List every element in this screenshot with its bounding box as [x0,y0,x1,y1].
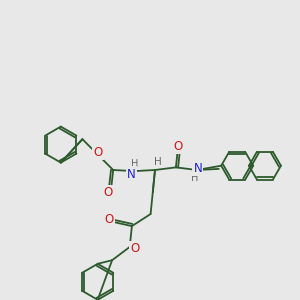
Text: O: O [103,186,112,199]
Text: H: H [191,173,199,183]
Text: O: O [130,242,139,256]
Text: N: N [194,161,202,175]
Text: H: H [154,157,162,167]
Text: N: N [127,168,136,181]
Text: O: O [104,213,114,226]
Text: H: H [131,159,139,169]
Text: O: O [173,140,183,153]
Text: O: O [93,146,102,159]
